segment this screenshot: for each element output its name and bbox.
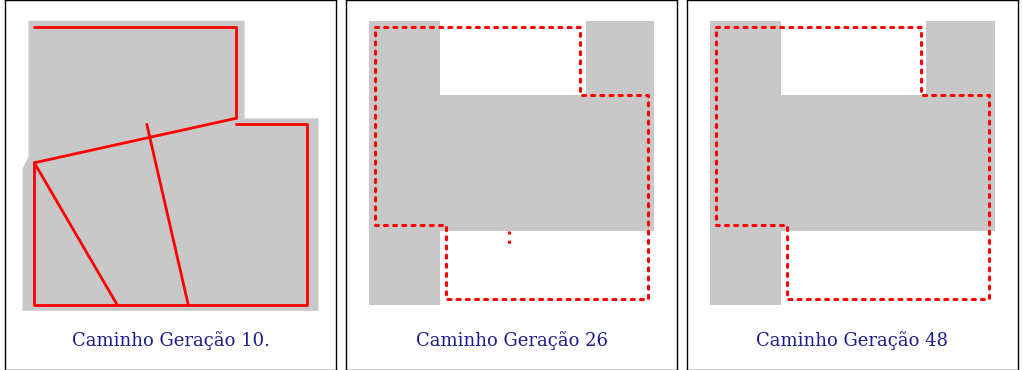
Polygon shape <box>369 21 654 305</box>
Text: Caminho Geração 26: Caminho Geração 26 <box>415 331 608 350</box>
Polygon shape <box>710 21 994 305</box>
Polygon shape <box>23 21 318 311</box>
Text: Caminho Geração 10.: Caminho Geração 10. <box>72 331 269 350</box>
Text: Caminho Geração 48: Caminho Geração 48 <box>756 331 948 350</box>
